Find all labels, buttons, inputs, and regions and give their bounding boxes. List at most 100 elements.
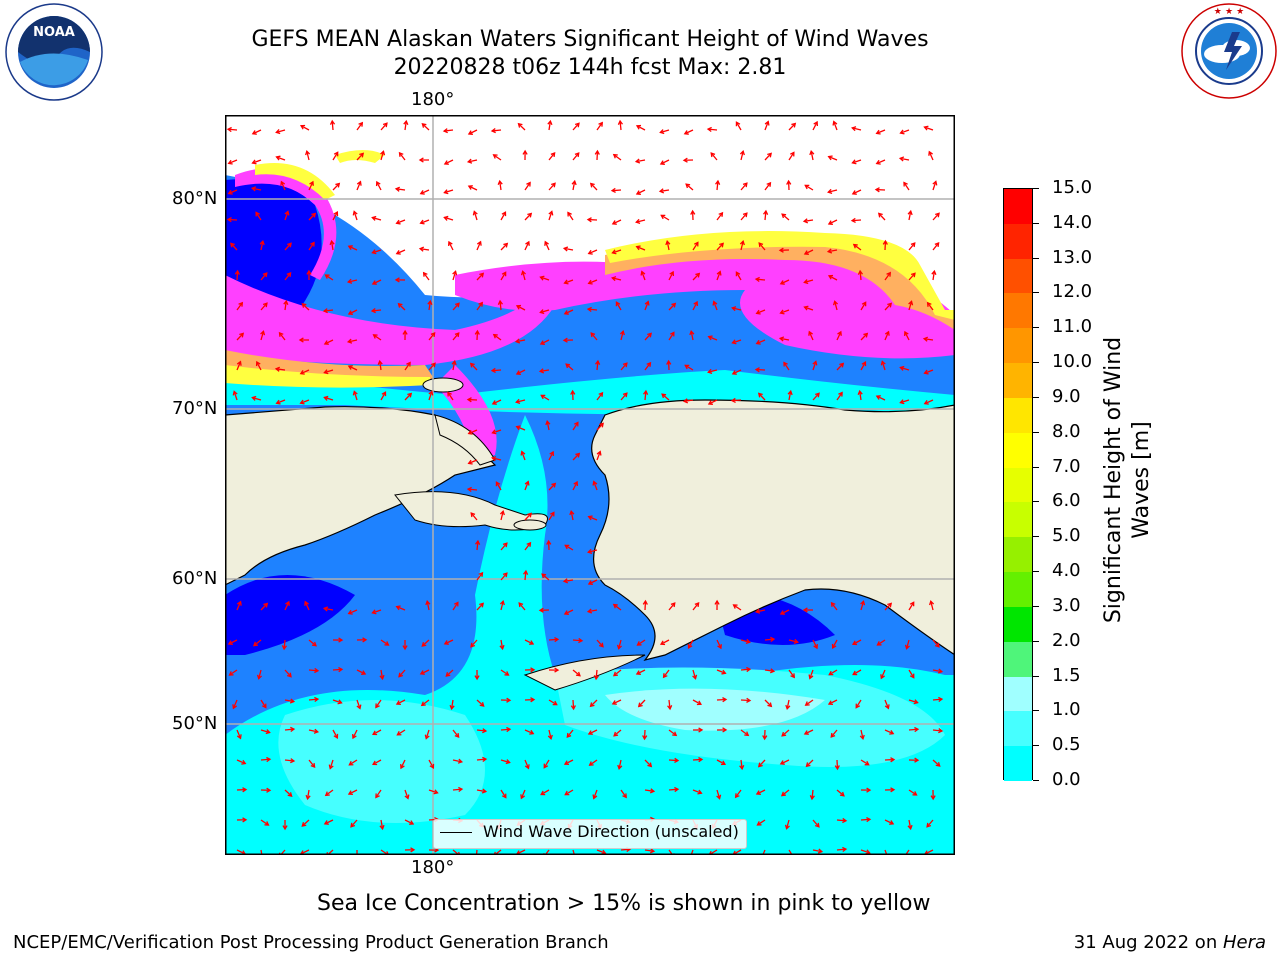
wave-direction-arrowhead [394, 277, 400, 283]
wave-direction-arrow [283, 639, 286, 650]
wave-direction-arrowhead [372, 730, 378, 736]
wave-direction-arrowhead [910, 242, 916, 248]
wave-direction-arrow [447, 392, 454, 401]
wave-direction-arrowhead [755, 790, 761, 795]
wave-direction-arrowhead [635, 670, 641, 675]
wave-direction-arrow [668, 759, 679, 762]
wave-direction-arrow [404, 362, 411, 371]
wave-direction-arrowhead [684, 364, 690, 370]
wave-direction-arrowhead [479, 602, 484, 608]
wave-direction-arrowhead [478, 301, 483, 307]
wave-direction-arrow [541, 573, 550, 581]
wave-direction-arrow [716, 789, 721, 799]
wave-direction-arrowhead [287, 792, 293, 797]
wave-direction-arrow [540, 394, 550, 401]
wave-direction-arrowhead [852, 243, 858, 249]
wave-direction-arrow [356, 181, 362, 191]
wave-direction-arrow [900, 129, 910, 134]
wave-direction-arrow [908, 728, 919, 731]
wave-direction-arrow [348, 789, 358, 795]
wave-direction-arrow [932, 729, 943, 732]
wave-direction-arrowhead [932, 180, 938, 186]
wave-direction-arrow [572, 122, 580, 131]
wave-direction-arrowhead [695, 272, 701, 278]
wave-direction-arrow [445, 669, 454, 677]
wave-direction-arrow [758, 759, 766, 767]
wave-direction-arrowhead [562, 246, 569, 252]
colorbar-tick-mark [1033, 292, 1039, 294]
wave-direction-arrow [236, 361, 242, 371]
wave-direction-arrowhead [803, 279, 809, 285]
wave-direction-arrowhead [884, 330, 890, 336]
wave-direction-arrowhead [929, 600, 935, 606]
wave-direction-arrow [404, 819, 414, 825]
wave-direction-arrow [324, 339, 334, 345]
wave-direction-arrowhead [803, 305, 809, 311]
wave-direction-arrow [615, 301, 622, 311]
wave-direction-arrowhead [722, 727, 728, 733]
colorbar-segment [1004, 641, 1032, 678]
wave-direction-arrow [668, 271, 674, 281]
wave-direction-arrowhead [299, 370, 305, 375]
wave-direction-arrow [716, 639, 722, 649]
wave-direction-arrowhead [786, 179, 792, 185]
wave-direction-arrowhead [506, 726, 512, 733]
lat-label-70: 70°N [172, 398, 218, 419]
wave-direction-arrow [332, 183, 340, 191]
wave-direction-arrow [476, 729, 487, 732]
wave-direction-arrow [516, 399, 526, 403]
wave-direction-arrowhead [889, 820, 895, 825]
wave-direction-arrowhead [544, 240, 549, 246]
wave-direction-arrowhead [875, 129, 881, 135]
wave-direction-arrowhead [706, 126, 712, 133]
wave-direction-arrow [500, 542, 508, 551]
wave-direction-arrowhead [449, 704, 455, 711]
wave-direction-arrowhead [587, 249, 593, 255]
wave-direction-arrow [564, 759, 574, 765]
wave-direction-arrow [788, 391, 792, 401]
wave-direction-arrow [493, 154, 502, 161]
wave-direction-arrow [398, 303, 406, 311]
wave-direction-arrow [716, 180, 719, 191]
wave-direction-arrowhead [362, 637, 368, 643]
wave-direction-arrow [756, 339, 766, 345]
wave-direction-arrowhead [619, 330, 625, 336]
wave-direction-arrowhead [324, 274, 330, 279]
wave-direction-arrow [350, 819, 358, 828]
wave-direction-arrowhead [499, 510, 505, 516]
wave-direction-arrow [661, 393, 670, 401]
wave-direction-arrow [740, 699, 751, 702]
wave-direction-arrow [924, 849, 934, 855]
colorbar-tick-mark [1033, 257, 1039, 259]
wave-direction-arrowhead [263, 602, 269, 608]
wave-direction-arrowhead [394, 186, 401, 192]
wave-direction-arrow [764, 182, 771, 191]
wave-direction-arrow [524, 759, 530, 769]
wave-direction-arrowhead [348, 760, 354, 766]
wave-direction-arrow [228, 189, 238, 195]
wave-direction-arrow [804, 729, 814, 735]
wave-direction-arrow [444, 189, 454, 194]
wave-direction-arrowhead [735, 121, 741, 127]
wave-direction-arrow [468, 459, 478, 464]
colorbar-segment [1004, 537, 1032, 573]
wave-direction-arrowhead [286, 271, 292, 277]
wave-direction-arrowhead [242, 787, 248, 793]
wave-direction-arrowhead [669, 270, 675, 277]
wave-direction-arrowhead [407, 392, 413, 398]
wave-direction-arrow [284, 300, 287, 311]
wave-direction-arrowhead [227, 640, 233, 645]
wave-direction-arrowhead [564, 544, 570, 550]
wave-direction-arrow [764, 638, 775, 641]
wave-direction-arrow [644, 789, 654, 792]
wave-direction-arrowhead [275, 155, 281, 161]
wave-direction-arrow [812, 121, 818, 131]
wave-direction-arrowhead [622, 793, 627, 799]
wave-direction-arrowhead [805, 762, 811, 768]
wave-direction-arrow [476, 758, 487, 761]
wave-direction-arrowhead [400, 764, 405, 770]
wave-direction-arrow [593, 789, 598, 799]
wave-direction-arrow [620, 848, 631, 851]
wave-direction-arrow [908, 669, 915, 678]
wave-direction-arrowhead [890, 757, 896, 763]
